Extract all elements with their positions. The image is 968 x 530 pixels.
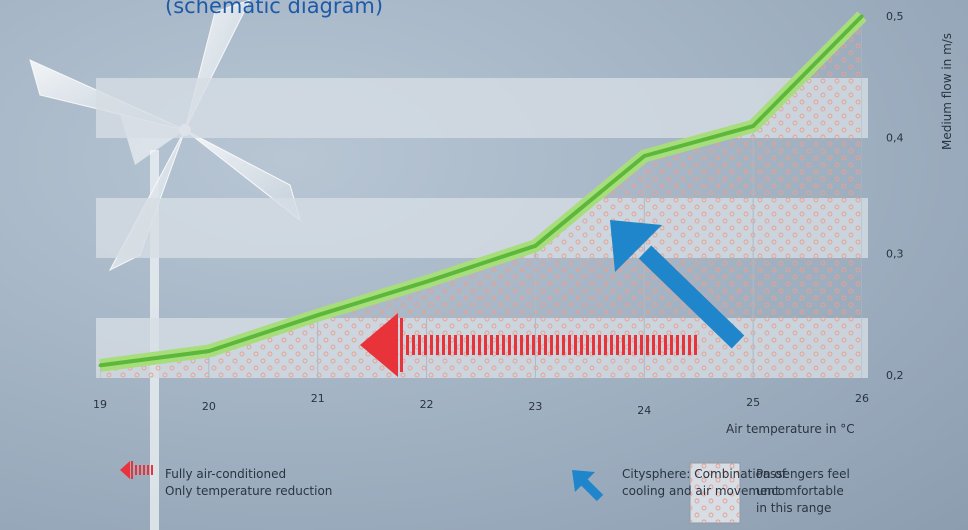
arrow-stripe (412, 335, 415, 355)
arrow-stripe (406, 335, 409, 355)
arrow-stripe (634, 335, 637, 355)
arrow-stripe (484, 335, 487, 355)
arrow-stripe (556, 335, 559, 355)
arrow-stripe (682, 335, 685, 355)
x-tick-label: 23 (528, 400, 542, 413)
data-point (642, 154, 646, 158)
arrow-stripe (544, 335, 547, 355)
legend-line: uncomfortable (756, 484, 844, 498)
arrow-stripe (652, 335, 655, 355)
full-ac-arrow (360, 313, 697, 377)
x-tick-label: 24 (637, 404, 651, 417)
arrow-stripe (532, 335, 535, 355)
arrow-stripe (646, 335, 649, 355)
y-tick-label: 0,5 (886, 10, 904, 23)
arrow-stripe (694, 335, 697, 355)
arrow-stripe (418, 335, 421, 355)
legend-item-full-ac: Fully air-conditioned Only temperature r… (165, 466, 332, 500)
chart-subtitle: (schematic diagram) (165, 0, 384, 18)
arrow-stripe (688, 335, 691, 355)
data-point (751, 124, 755, 128)
data-point (425, 280, 429, 284)
data-point (316, 313, 320, 317)
arrow-stripe (568, 335, 571, 355)
data-point (98, 363, 102, 367)
x-axis-label: Air temperature in °C (726, 422, 855, 436)
y-tick-label: 0,4 (886, 132, 904, 145)
arrow-stripe (448, 335, 451, 355)
y-tick-label: 0,2 (886, 369, 904, 382)
legend-line: in this range (756, 501, 832, 515)
arrow-stripe (502, 335, 505, 355)
arrow-stripe (610, 335, 613, 355)
arrow-stripe (628, 335, 631, 355)
x-tick-label: 26 (855, 392, 869, 405)
arrow-stripe (466, 335, 469, 355)
x-tick-label: 22 (420, 398, 434, 411)
arrow-stripe (514, 335, 517, 355)
arrow-stripe (574, 335, 577, 355)
legend-item-uncomfortable: Passengers feel uncomfortable in this ra… (756, 466, 850, 517)
arrow-stripe (622, 335, 625, 355)
legend-line: Passengers feel (756, 467, 850, 481)
arrow-stripe (490, 335, 493, 355)
arrow-stripe (400, 318, 403, 372)
arrow-stripe (496, 335, 499, 355)
arrow-stripe (460, 335, 463, 355)
arrow-stripe (424, 335, 427, 355)
data-point (860, 14, 864, 18)
arrow-stripe (580, 335, 583, 355)
x-tick-label: 19 (93, 398, 107, 411)
arrow-stripe (616, 335, 619, 355)
data-point (207, 349, 211, 353)
arrow-stripe (442, 335, 445, 355)
arrow-stripe (658, 335, 661, 355)
arrow-stripe (538, 335, 541, 355)
legend-line: Fully air-conditioned (165, 467, 287, 481)
arrow-stripe (664, 335, 667, 355)
dotted-box-icon (689, 462, 741, 524)
arrow-stripe (478, 335, 481, 355)
x-tick-label: 20 (202, 400, 216, 413)
arrow-stripe (508, 335, 511, 355)
y-axis-label: Medium flow in m/s (940, 32, 954, 150)
arrow-stripe (436, 335, 439, 355)
arrow-stripe (676, 335, 679, 355)
flow-line (99, 14, 864, 368)
citysphere-arrow (610, 220, 745, 349)
x-tick-label: 21 (311, 392, 325, 405)
red-striped-arrow-icon (120, 461, 153, 479)
arrow-stripe (562, 335, 565, 355)
arrow-stripe (670, 335, 673, 355)
y-tick-label: 0,3 (886, 247, 904, 260)
legend-line: Citysphere: Combination of (622, 467, 786, 481)
legend-line: Only temperature reduction (165, 484, 333, 498)
arrow-stripe (604, 335, 607, 355)
arrow-stripe (598, 335, 601, 355)
legend-line: cooling and air movement (622, 484, 780, 498)
arrow-stripe (550, 335, 553, 355)
arrow-stripe (640, 335, 643, 355)
arrow-stripe (520, 335, 523, 355)
arrow-stripe (526, 335, 529, 355)
arrow-stripe (454, 335, 457, 355)
data-point (533, 244, 537, 248)
arrow-stripe (592, 335, 595, 355)
arrow-stripe (430, 335, 433, 355)
blue-arrow-icon (572, 470, 604, 502)
x-tick-label: 25 (746, 396, 760, 409)
arrow-stripe (472, 335, 475, 355)
arrow-stripe (586, 335, 589, 355)
legend-item-citysphere: Citysphere: Combination of cooling and a… (622, 466, 786, 500)
